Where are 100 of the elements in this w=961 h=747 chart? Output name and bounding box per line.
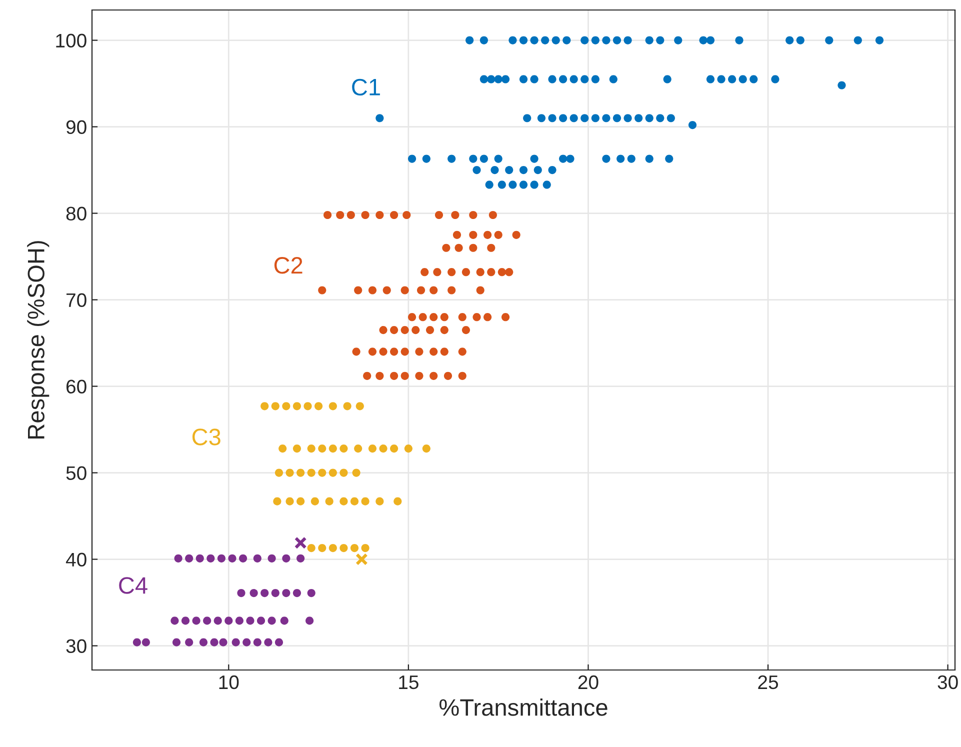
point (307, 444, 316, 453)
point (292, 402, 302, 410)
point (328, 402, 337, 410)
point (242, 638, 251, 646)
point (271, 588, 280, 598)
point (185, 638, 194, 646)
point (318, 544, 326, 552)
point (228, 554, 236, 562)
point (296, 497, 305, 506)
point (181, 616, 190, 625)
point (238, 554, 248, 562)
point (350, 544, 359, 552)
point (296, 468, 305, 477)
point (274, 638, 284, 646)
point (304, 402, 312, 410)
y-tick-label: 50 (66, 466, 86, 480)
point (219, 638, 228, 646)
series-label: C1 (352, 78, 380, 96)
y-axis-title: Response (%SOH) (27, 241, 50, 438)
point (343, 402, 352, 410)
point (172, 638, 181, 646)
point (296, 554, 305, 562)
point (340, 468, 348, 477)
point (394, 497, 402, 506)
point (282, 402, 290, 410)
y-tick-label: 40 (66, 552, 86, 567)
point (210, 638, 218, 646)
series-label: C3 (192, 428, 220, 446)
point (325, 497, 334, 506)
point (328, 468, 337, 477)
point (268, 616, 276, 625)
series-label: C2 (274, 257, 302, 274)
point (361, 544, 370, 552)
point (292, 444, 302, 453)
point (217, 554, 226, 562)
y-tick-label: 70 (66, 293, 86, 308)
x-tick-label: 25 (758, 675, 778, 690)
point (310, 497, 319, 506)
point (356, 553, 368, 566)
point (235, 616, 244, 625)
point (192, 616, 200, 625)
point (307, 468, 316, 477)
point (253, 554, 262, 562)
point (250, 588, 258, 598)
point (203, 616, 212, 625)
x-tick-label: 15 (399, 676, 418, 690)
series-label: C4 (119, 577, 148, 594)
point (282, 554, 290, 562)
point (294, 536, 307, 550)
y-tick-label: 100 (56, 34, 86, 48)
y-tick-label: 30 (66, 639, 86, 654)
point (354, 444, 362, 453)
point (170, 616, 179, 625)
x-axis-title: %Transmittance (440, 698, 608, 716)
point (314, 402, 323, 410)
point (268, 554, 276, 562)
point (185, 554, 194, 562)
point (286, 497, 294, 506)
point (253, 638, 262, 646)
point (264, 638, 272, 646)
y-tick-label: 80 (66, 206, 86, 221)
point (224, 616, 233, 625)
point (361, 497, 370, 506)
point (246, 616, 254, 625)
point (318, 468, 326, 477)
point (286, 468, 294, 477)
point (271, 402, 280, 410)
point (307, 544, 316, 552)
point (306, 616, 314, 625)
x-tick-label: 10 (219, 675, 239, 690)
y-tick-label: 60 (66, 380, 86, 394)
point (328, 444, 337, 453)
point (282, 588, 290, 598)
point (206, 554, 215, 562)
point (260, 402, 269, 410)
point (280, 616, 288, 625)
point (196, 554, 204, 562)
point (278, 444, 287, 453)
point (404, 444, 412, 453)
point (368, 444, 377, 453)
point (352, 468, 360, 477)
point (292, 588, 302, 598)
point (273, 497, 282, 506)
point (376, 497, 384, 506)
point (174, 554, 182, 562)
x-tick-label: 30 (938, 675, 958, 690)
point (237, 588, 246, 598)
point (307, 588, 316, 598)
point (214, 616, 222, 625)
point (260, 588, 269, 598)
point (422, 444, 430, 453)
x-tick-label: 20 (578, 675, 598, 690)
point (350, 497, 359, 506)
point (142, 638, 150, 646)
y-tick-label: 90 (66, 120, 86, 134)
point (340, 544, 348, 552)
point (256, 616, 266, 625)
point (328, 544, 337, 552)
point (379, 444, 388, 453)
point (132, 638, 141, 646)
